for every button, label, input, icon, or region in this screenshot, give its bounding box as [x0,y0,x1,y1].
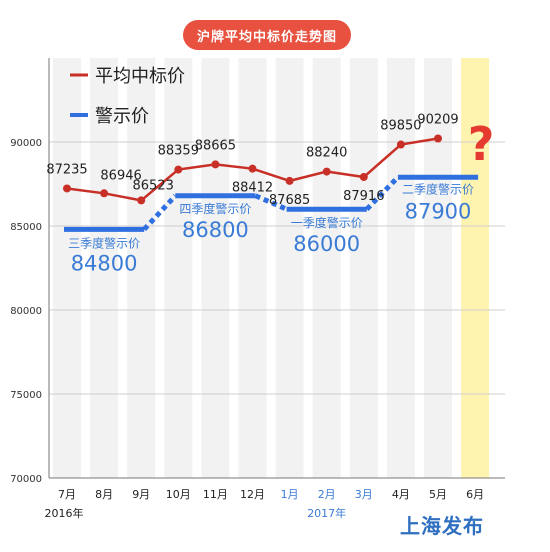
avg-price-label: 87235 [46,162,87,177]
warning-price-connector [142,194,178,232]
avg-price-point [359,173,368,182]
column-band [127,58,156,478]
x-tick-label: 1月 [281,488,299,501]
highlight-band [461,58,490,478]
column-band [201,58,230,478]
column-band [275,58,304,478]
y-tick-label: 85000 [10,222,42,233]
avg-price-label: 87685 [269,193,310,208]
warning-period-label: 四季度警示价 [179,201,251,216]
x-tick-label: 7月 [58,488,76,501]
x-tick-label: 4月 [392,488,410,501]
warning-price-label: 86000 [293,232,360,256]
warning-price-label: 84800 [71,251,138,275]
x-tick-label: 12月 [240,488,265,501]
avg-price-label: 90209 [417,112,458,127]
avg-price-point [100,189,109,198]
warning-price-connector [254,193,288,212]
warning-period-label: 一季度警示价 [291,215,363,230]
x-tick-label: 5月 [429,488,447,501]
column-band [424,58,452,478]
avg-price-label: 88665 [195,138,236,153]
avg-price-label: 86946 [100,168,141,183]
avg-price-point [248,164,257,173]
column-band [53,58,81,478]
y-tick-label: 70000 [10,474,42,485]
avg-price-label: 88359 [158,144,199,159]
x-tick-label: 11月 [203,488,228,501]
x-tick-label: 6月 [466,488,484,501]
avg-price-label: 88240 [306,146,347,161]
year-label: 2017年 [307,506,346,520]
column-band [312,58,341,478]
y-tick-label: 80000 [10,306,42,317]
avg-price-point [63,184,71,193]
y-tick-label: 90000 [10,138,42,149]
avg-price-point [322,167,331,176]
avg-price-point [211,160,220,169]
x-tick-label: 8月 [95,488,113,501]
column-band [386,58,415,478]
question-mark: ? [468,117,495,171]
warning-price-connector [365,175,400,211]
warning-price-label: 86800 [182,218,249,242]
brand-logo-text: 上海发布 [400,514,484,538]
column-band [349,58,378,478]
y-tick-label: 75000 [10,390,42,401]
avg-price-point [137,196,146,205]
x-tick-label: 2月 [318,488,336,501]
column-band [164,58,193,478]
x-tick-label: 9月 [132,488,150,501]
avg-price-label: 86523 [133,178,174,193]
avg-price-label: 89850 [380,119,421,134]
avg-price-point [396,140,405,149]
legend-label-warn: 警示价 [95,106,149,127]
avg-price-point [434,134,442,143]
warning-period-label: 二季度警示价 [402,181,474,196]
x-tick-label: 3月 [355,488,373,501]
avg-price-label: 88412 [232,181,273,196]
column-band [90,58,119,478]
chart-title: 沪牌平均中标价走势图 [183,20,351,50]
x-tick-label: 10月 [166,488,191,501]
avg-price-point [285,176,294,185]
warning-price-label: 87900 [405,199,472,223]
avg-price-point [174,165,183,174]
column-band [238,58,267,478]
legend-label-avg: 平均中标价 [95,66,185,87]
year-label: 2016年 [45,506,84,520]
warning-period-label: 三季度警示价 [68,235,140,250]
avg-price-label: 87916 [343,189,384,204]
